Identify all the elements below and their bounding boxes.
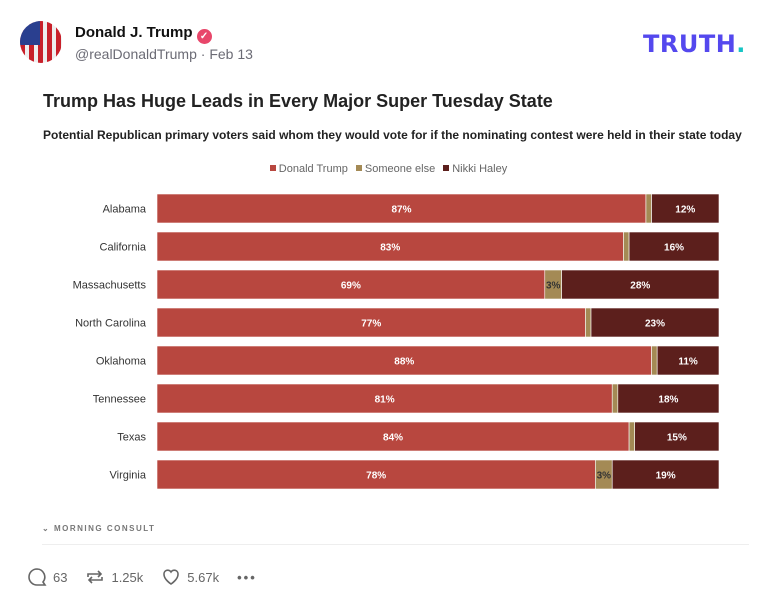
verified-badge-icon: ✓ — [196, 29, 212, 44]
bar-segment — [156, 307, 586, 338]
data-label: 16% — [664, 243, 684, 254]
bar-segment — [156, 345, 652, 376]
data-label: 77% — [361, 319, 381, 330]
repost-button[interactable]: 1.25k — [85, 567, 143, 587]
legend-item: Donald Trump — [269, 163, 348, 175]
bar-segment — [156, 269, 546, 300]
bar-segment — [651, 345, 658, 376]
category-label: Alabama — [103, 204, 147, 216]
bar-segment — [651, 193, 720, 224]
bar-segment — [156, 231, 624, 262]
bar-segment — [611, 459, 720, 490]
data-label: 12% — [675, 205, 695, 216]
data-label: 19% — [656, 471, 676, 482]
like-button[interactable]: 5.67k — [161, 567, 219, 587]
bar-segment — [585, 307, 592, 338]
data-label: 3% — [597, 471, 612, 482]
data-label: 88% — [394, 357, 414, 368]
bar-segment — [156, 421, 630, 452]
divider — [42, 544, 749, 545]
heart-icon — [163, 569, 180, 585]
reply-icon — [28, 568, 47, 586]
data-label: 78% — [366, 471, 386, 482]
reply-button[interactable]: 63 — [27, 567, 67, 587]
data-label: 28% — [630, 281, 650, 292]
author-name[interactable]: Donald J. Trump ✓ — [75, 24, 212, 44]
category-label: North Carolina — [75, 318, 147, 330]
bar-segment — [628, 421, 636, 452]
data-label: 84% — [383, 433, 403, 444]
handle[interactable]: @realDonaldTrump — [75, 46, 197, 62]
bar-segment — [645, 193, 652, 224]
post-date[interactable]: Feb 13 — [209, 46, 253, 62]
repost-icon — [87, 570, 104, 584]
more-options-button[interactable]: ••• — [237, 570, 257, 585]
bar-segment — [656, 345, 720, 376]
more-icon: ••• — [237, 569, 257, 585]
data-label: 87% — [391, 205, 411, 216]
chart-title: Trump Has Huge Leads in Every Major Supe… — [43, 91, 553, 111]
bar-segment — [611, 383, 619, 414]
truth-logo: TRUTH. — [643, 30, 746, 58]
legend-item: Nikki Haley — [443, 163, 507, 175]
chart-subtitle: Potential Republican primary voters said… — [43, 128, 742, 142]
category-label: Massachusetts — [73, 280, 147, 292]
bar-segment — [561, 269, 720, 300]
legend-item: Someone else — [355, 163, 435, 175]
bar-segment — [617, 383, 720, 414]
category-label: Texas — [117, 432, 146, 444]
data-label: 69% — [341, 281, 361, 292]
category-label: Tennessee — [93, 394, 146, 406]
data-label: 23% — [645, 319, 665, 330]
morning-consult-icon: ⌄ — [42, 524, 51, 533]
chart-legend: Donald Trump Someone else Nikki Haley — [0, 163, 777, 175]
data-label: 3% — [546, 281, 561, 292]
chart-source: ⌄ MORNING CONSULT — [42, 524, 156, 533]
data-label: 81% — [375, 395, 395, 406]
data-label: 83% — [380, 243, 400, 254]
data-label: 18% — [658, 395, 678, 406]
category-label: Oklahoma — [96, 356, 147, 368]
bar-segment — [623, 231, 630, 262]
bar-segment — [628, 231, 720, 262]
bar-segment — [156, 193, 647, 224]
bar-segment — [590, 307, 720, 338]
data-label: 15% — [667, 433, 687, 444]
data-label: 11% — [678, 357, 698, 368]
bar-segment — [634, 421, 720, 452]
category-label: Virginia — [110, 470, 147, 482]
avatar[interactable] — [20, 21, 62, 63]
action-bar: 63 1.25k 5.67k ••• — [27, 567, 275, 587]
author-handle: @realDonaldTrump · Feb 13 — [75, 46, 253, 62]
category-label: California — [100, 242, 147, 254]
